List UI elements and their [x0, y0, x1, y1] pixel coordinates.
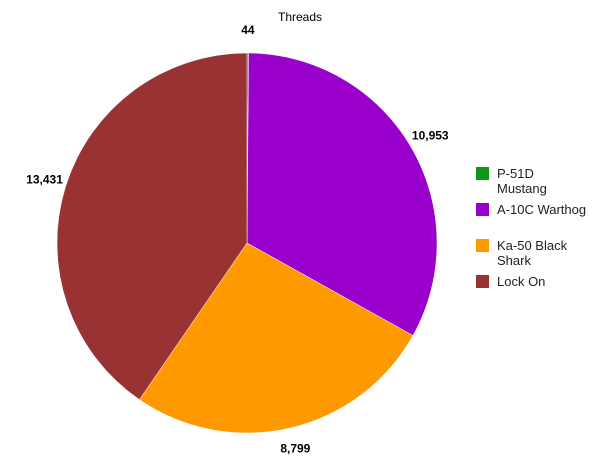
pie-slice	[246, 52, 438, 336]
data-label: 44	[241, 23, 255, 37]
data-label: 8,799	[280, 442, 310, 456]
pie-slice	[56, 52, 248, 400]
legend-swatch	[476, 203, 489, 216]
legend-label: A-10C Warthog	[497, 202, 587, 217]
pie-slice	[139, 242, 414, 434]
legend-swatch	[476, 275, 489, 288]
legend-label: Lock On	[497, 274, 546, 289]
chart-title: Threads	[278, 10, 322, 24]
legend-swatch	[476, 167, 489, 180]
data-label: 10,953	[412, 129, 449, 143]
legend-swatch	[476, 239, 489, 252]
legend-label: P-51D Mustang	[497, 166, 547, 196]
data-label: 13,431	[26, 172, 63, 186]
legend-label: Ka-50 Black Shark	[497, 238, 568, 268]
